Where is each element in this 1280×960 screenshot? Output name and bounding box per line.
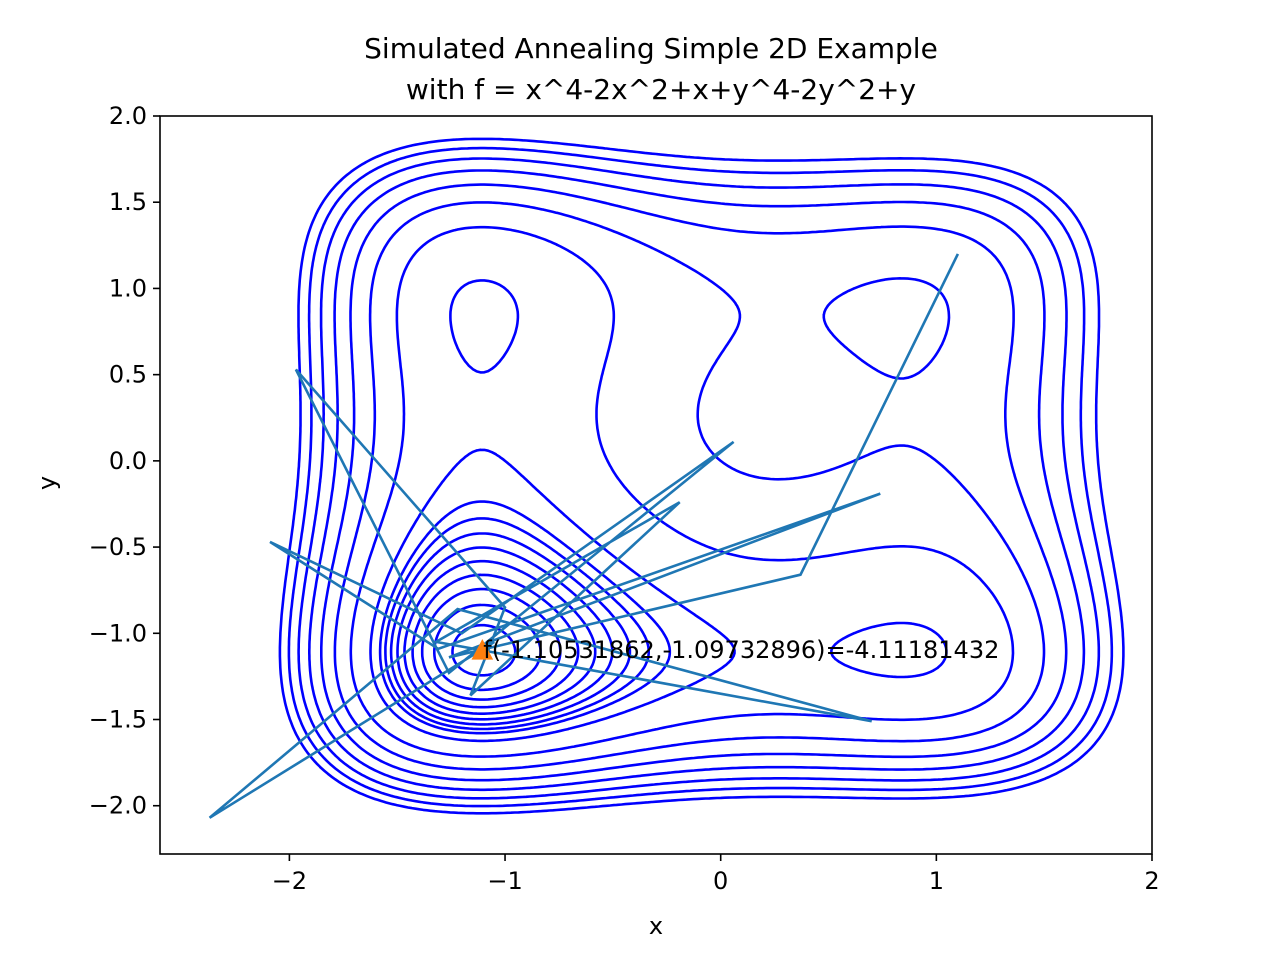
- y-tick-label: −1.0: [89, 619, 147, 647]
- final-point-marker: [471, 638, 494, 660]
- y-tick-label: 1.0: [109, 274, 147, 302]
- path-line: [208, 253, 960, 819]
- contour-level-line: [403, 559, 597, 715]
- y-axis-ticks: −2.0 −1.5 −1.0 −0.5 0.0 0.5 1.0 1.5 2.0: [89, 102, 160, 820]
- contour-level-line: [320, 183, 1068, 782]
- y-tick-label: 0.5: [109, 361, 147, 389]
- contour-level-line: [308, 169, 1086, 792]
- y-tick-label: 0.0: [109, 447, 147, 475]
- minimum-annotation: f(-1.10531862,-1.09732896)=-4.11181432: [483, 636, 999, 664]
- y-axis-label: y: [33, 476, 61, 490]
- contour-level-line: [411, 573, 580, 709]
- chart-title-line-2: with f = x^4-2x^2+x+y^4-2y^2+y: [406, 73, 916, 106]
- x-tick-label: 1: [929, 867, 944, 895]
- chart-title-line-1: Simulated Annealing Simple 2D Example: [364, 32, 938, 65]
- x-axis-ticks: −2 −1 0 1 2: [272, 854, 1160, 895]
- final-point-layer: [471, 638, 494, 660]
- contour-level-line: [278, 137, 1125, 815]
- x-tick-label: 2: [1144, 867, 1159, 895]
- y-tick-label: −2.0: [89, 792, 147, 820]
- contour-level-line: [333, 201, 1046, 771]
- contour-level-line: [297, 157, 1101, 800]
- annealing-path: [208, 253, 960, 819]
- plot-frame: [159, 115, 1153, 855]
- contour-level-line: [349, 225, 1015, 758]
- y-tick-label: 2.0: [109, 102, 147, 130]
- contour-level-line: [287, 146, 1114, 808]
- x-tick-label: −1: [487, 867, 522, 895]
- y-tick-label: −0.5: [89, 533, 147, 561]
- x-tick-label: 0: [713, 867, 728, 895]
- x-tick-label: −2: [272, 867, 307, 895]
- y-tick-label: 1.5: [109, 188, 147, 216]
- y-tick-label: −1.5: [89, 706, 147, 734]
- contour-lines: [278, 137, 1125, 815]
- x-axis-label: x: [649, 912, 663, 940]
